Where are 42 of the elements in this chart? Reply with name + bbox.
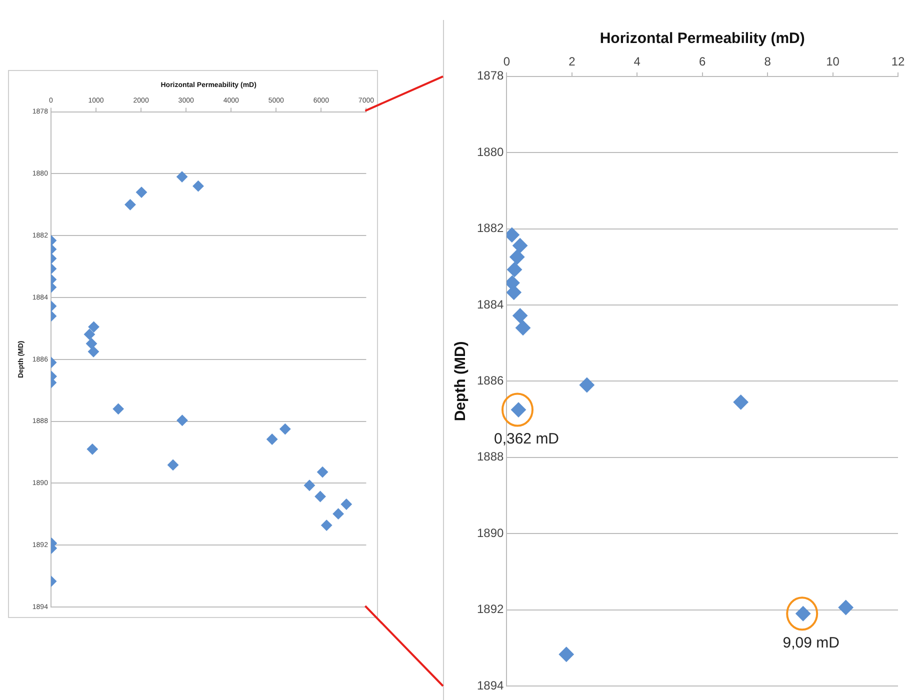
point [176,171,188,182]
point [317,466,328,478]
point [314,491,326,502]
x-tick-label: 6 [699,54,706,69]
y-tick-label: 1884 [476,297,504,312]
y-tick-label: 1886 [476,374,504,388]
point [512,238,528,254]
point [266,434,278,445]
x-tick-label: 2 [568,54,576,69]
x-tick-label: 4 [634,54,641,69]
point [340,498,352,510]
point [733,394,748,410]
point [176,414,188,426]
point [516,320,530,336]
point [510,249,525,264]
point [304,480,315,491]
y-axis-title: Depth (MD) [452,341,470,422]
point [192,180,204,192]
annotation: 9,09 mD [782,634,840,652]
point [507,262,522,278]
point [579,378,594,393]
y-tick-label: 1888 [476,450,504,464]
annotation: 0,362 mD [494,430,560,448]
y-tick-label: 1880 [476,144,504,159]
point [280,424,291,435]
y-tick-label: 1882 [476,221,504,236]
x-tick-label: 10 [826,54,840,69]
point [506,284,522,300]
y-tick-label: 1878 [476,68,504,83]
y-tick-label: 1894 [476,678,504,692]
point [321,520,332,531]
x-tick-label: 8 [764,54,772,69]
point [332,508,344,520]
point [168,459,179,470]
x-axis-title: Horizontal Permeability (mD) [600,30,805,48]
x-tick-label: 0 [503,54,510,69]
point [512,308,528,324]
y-tick-label: 1892 [476,602,504,616]
point [558,646,574,662]
x-tick-label: 12 [891,54,905,69]
y-tick-label: 1890 [476,526,504,540]
point [838,600,854,616]
